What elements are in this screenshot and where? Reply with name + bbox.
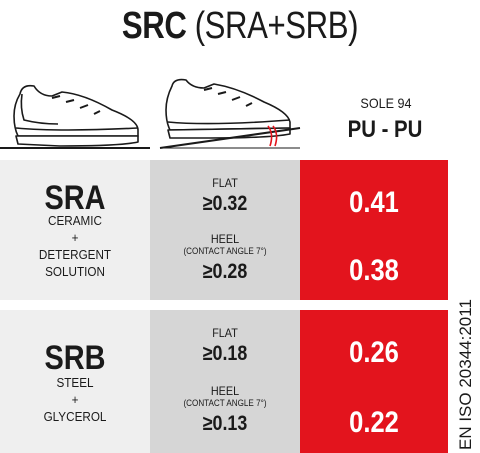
title-bold: SRC [121,5,187,47]
sra-lubricant-line1: DETERGENT [38,247,112,262]
standard-label: EN ISO 20344:2011 [456,299,475,450]
sra-heel-requirement: ≥0.28 [202,260,248,283]
shoe-heel-icon [165,78,291,139]
sole-label: SOLE 94 [360,95,412,111]
srb-flat-value: 0.26 [349,336,399,369]
srb-heel-note: (CONTACT ANGLE 7°) [183,398,267,408]
srb-surface: STEEL [56,375,94,390]
srb-heel-value: 0.22 [349,406,399,439]
sra-surface: CERAMIC [48,213,102,228]
srb-flat-label: FLAT [212,326,238,340]
srb-condition-cell [0,310,150,453]
srb-flat-requirement: ≥0.18 [202,342,248,365]
sra-flat-label: FLAT [212,176,238,190]
srb-code: SRB [44,339,106,377]
srb-requirement-cell [150,310,300,453]
srb-heel-requirement: ≥0.13 [202,412,248,435]
sra-result-cell [300,160,448,300]
sra-lubricant-line2: SOLUTION [45,264,105,279]
title-rest: (SRA+SRB) [194,5,359,47]
inclined-floor-line [159,127,301,149]
srb-heel-label: HEEL [210,384,240,398]
sra-heel-note: (CONTACT ANGLE 7°) [183,246,267,256]
srb-result-cell [300,310,448,453]
shoe-flat-icon [13,84,139,147]
page-title: SRC (SRA+SRB) [43,4,437,48]
sra-requirement-cell [150,160,300,300]
sra-heel-value: 0.38 [349,254,399,287]
srb-lubricant-line1: GLYCEROL [43,409,107,424]
sra-plus: + [71,230,79,245]
srb-plus: + [71,392,79,407]
sra-flat-value: 0.41 [349,186,399,219]
sole-material: PU - PU [347,116,423,143]
sra-flat-requirement: ≥0.32 [202,192,248,215]
contact-angle-icon [267,125,278,147]
sra-heel-label: HEEL [210,232,240,246]
sra-code: SRA [44,179,106,217]
shoes-illustration [0,78,301,149]
sra-condition-cell [0,160,150,300]
